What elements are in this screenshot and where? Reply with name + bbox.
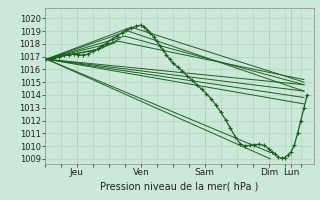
X-axis label: Pression niveau de la mer( hPa ): Pression niveau de la mer( hPa ) [100, 181, 258, 191]
